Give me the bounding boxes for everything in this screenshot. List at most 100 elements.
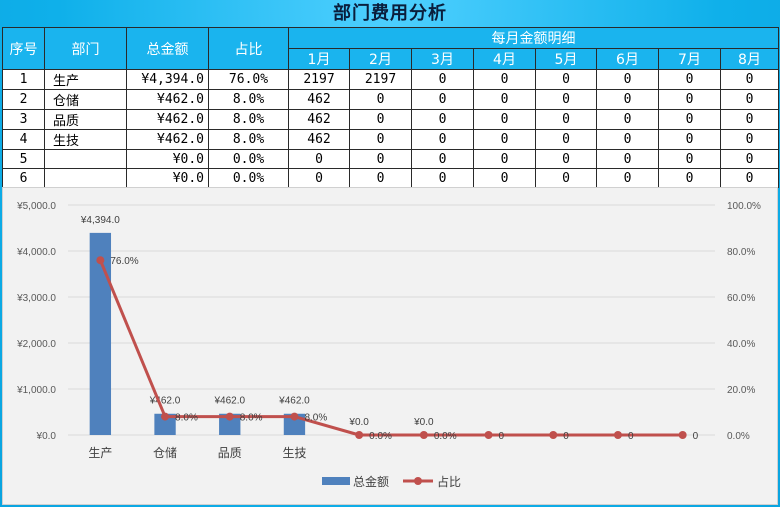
cell-month[interactable]: 462: [288, 89, 350, 110]
cell-ratio[interactable]: 76.0%: [208, 69, 289, 90]
cell-month[interactable]: 0: [720, 89, 779, 110]
table-row: 2 仓储 ¥462.0 8.0% 462 0 0 0 0 0 0 0: [2, 89, 779, 110]
cell-ratio[interactable]: 8.0%: [208, 89, 289, 110]
cell-month[interactable]: 0: [473, 168, 536, 188]
cell-month[interactable]: 0: [473, 109, 536, 130]
cell-month[interactable]: 2197: [349, 69, 412, 90]
col-header-index[interactable]: 序号: [2, 27, 45, 70]
cell-month[interactable]: 0: [596, 129, 659, 150]
col-header-month[interactable]: 1月: [288, 48, 350, 70]
cell-total[interactable]: ¥0.0: [126, 168, 209, 188]
cell-month[interactable]: 0: [658, 129, 721, 150]
col-header-total[interactable]: 总金额: [126, 27, 209, 70]
category-label: 品质: [218, 446, 242, 460]
cell-index[interactable]: 3: [2, 109, 45, 130]
cell-dept[interactable]: [44, 168, 127, 188]
cell-month[interactable]: 0: [658, 89, 721, 110]
y-left-tick-label: ¥2,000.0: [16, 339, 56, 350]
cell-month[interactable]: 0: [411, 89, 474, 110]
bar-data-label: ¥462.0: [278, 396, 310, 407]
cell-total[interactable]: ¥0.0: [126, 149, 209, 169]
cell-index[interactable]: 6: [2, 168, 45, 188]
cell-month[interactable]: 462: [288, 109, 350, 130]
cell-index[interactable]: 4: [2, 129, 45, 150]
col-header-dept[interactable]: 部门: [44, 27, 127, 70]
cell-dept[interactable]: 生技: [44, 129, 127, 150]
cell-month[interactable]: 0: [473, 89, 536, 110]
cell-ratio[interactable]: 8.0%: [208, 109, 289, 130]
cell-month[interactable]: 0: [288, 168, 350, 188]
cell-ratio[interactable]: 8.0%: [208, 129, 289, 150]
cell-month[interactable]: 0: [349, 168, 412, 188]
cell-month[interactable]: 0: [411, 69, 474, 90]
cell-month[interactable]: 0: [535, 168, 597, 188]
cell-month[interactable]: 0: [720, 69, 779, 90]
col-header-month[interactable]: 3月: [411, 48, 474, 70]
cell-month[interactable]: 0: [720, 109, 779, 130]
cell-month[interactable]: 0: [658, 168, 721, 188]
col-header-month[interactable]: 8月: [720, 48, 779, 70]
cell-month[interactable]: 0: [473, 129, 536, 150]
cell-month[interactable]: 0: [535, 129, 597, 150]
category-label: 生技: [282, 446, 306, 460]
cell-month[interactable]: 0: [349, 89, 412, 110]
cell-month[interactable]: 0: [720, 168, 779, 188]
cell-month[interactable]: 0: [411, 168, 474, 188]
cell-month[interactable]: 0: [596, 89, 659, 110]
cell-total[interactable]: ¥462.0: [126, 109, 209, 130]
cell-month[interactable]: 0: [349, 149, 412, 169]
bar-data-label: ¥462.0: [213, 396, 245, 407]
cell-index[interactable]: 5: [2, 149, 45, 169]
cell-dept[interactable]: 品质: [44, 109, 127, 130]
cell-month[interactable]: 0: [535, 69, 597, 90]
cell-dept[interactable]: 仓储: [44, 89, 127, 110]
cell-dept[interactable]: 生产: [44, 69, 127, 90]
y-left-tick-label: ¥4,000.0: [16, 247, 56, 258]
cell-total[interactable]: ¥462.0: [126, 89, 209, 110]
line-point: [225, 412, 234, 421]
cell-month[interactable]: 0: [535, 109, 597, 130]
cell-month[interactable]: 0: [720, 129, 779, 150]
bar: [154, 413, 176, 435]
cell-index[interactable]: 1: [2, 69, 45, 90]
cell-month[interactable]: 0: [288, 149, 350, 169]
cell-ratio[interactable]: 0.0%: [208, 149, 289, 169]
col-header-month[interactable]: 7月: [658, 48, 721, 70]
cell-total[interactable]: ¥4,394.0: [126, 69, 209, 90]
cell-month[interactable]: 0: [535, 89, 597, 110]
cell-month[interactable]: 0: [596, 168, 659, 188]
cell-month[interactable]: 0: [658, 109, 721, 130]
legend-label: 占比: [437, 474, 461, 489]
cell-dept[interactable]: [44, 149, 127, 169]
col-header-monthly-group[interactable]: 每月金额明细: [288, 27, 779, 49]
cell-month[interactable]: 0: [411, 109, 474, 130]
cell-month[interactable]: 0: [411, 129, 474, 150]
cell-month[interactable]: 0: [596, 69, 659, 90]
cell-month[interactable]: 0: [596, 109, 659, 130]
line-data-label: 0: [693, 431, 699, 442]
col-header-month[interactable]: 6月: [596, 48, 659, 70]
cell-ratio[interactable]: 0.0%: [208, 168, 289, 188]
col-header-month[interactable]: 5月: [535, 48, 597, 70]
cell-month[interactable]: 0: [473, 149, 536, 169]
cell-month[interactable]: 0: [349, 109, 412, 130]
y-right-tick-label: 100.0%: [727, 201, 761, 212]
cell-month[interactable]: 462: [288, 129, 350, 150]
cell-month[interactable]: 2197: [288, 69, 350, 90]
expense-chart[interactable]: ¥0.0 0.0% ¥1,000.0 20.0% ¥2,000.0 40.0% ¥3,000…: [2, 187, 778, 505]
cell-month[interactable]: 0: [596, 149, 659, 169]
cell-month[interactable]: 0: [720, 149, 779, 169]
cell-month[interactable]: 0: [411, 149, 474, 169]
cell-month[interactable]: 0: [473, 69, 536, 90]
cell-month[interactable]: 0: [349, 129, 412, 150]
col-header-ratio[interactable]: 占比: [208, 27, 289, 70]
cell-total[interactable]: ¥462.0: [126, 129, 209, 150]
line-point: [484, 431, 493, 439]
cell-month[interactable]: 0: [535, 149, 597, 169]
line-point: [96, 256, 105, 265]
cell-month[interactable]: 0: [658, 149, 721, 169]
cell-month[interactable]: 0: [658, 69, 721, 90]
cell-index[interactable]: 2: [2, 89, 45, 110]
col-header-month[interactable]: 2月: [349, 48, 412, 70]
col-header-month[interactable]: 4月: [473, 48, 536, 70]
